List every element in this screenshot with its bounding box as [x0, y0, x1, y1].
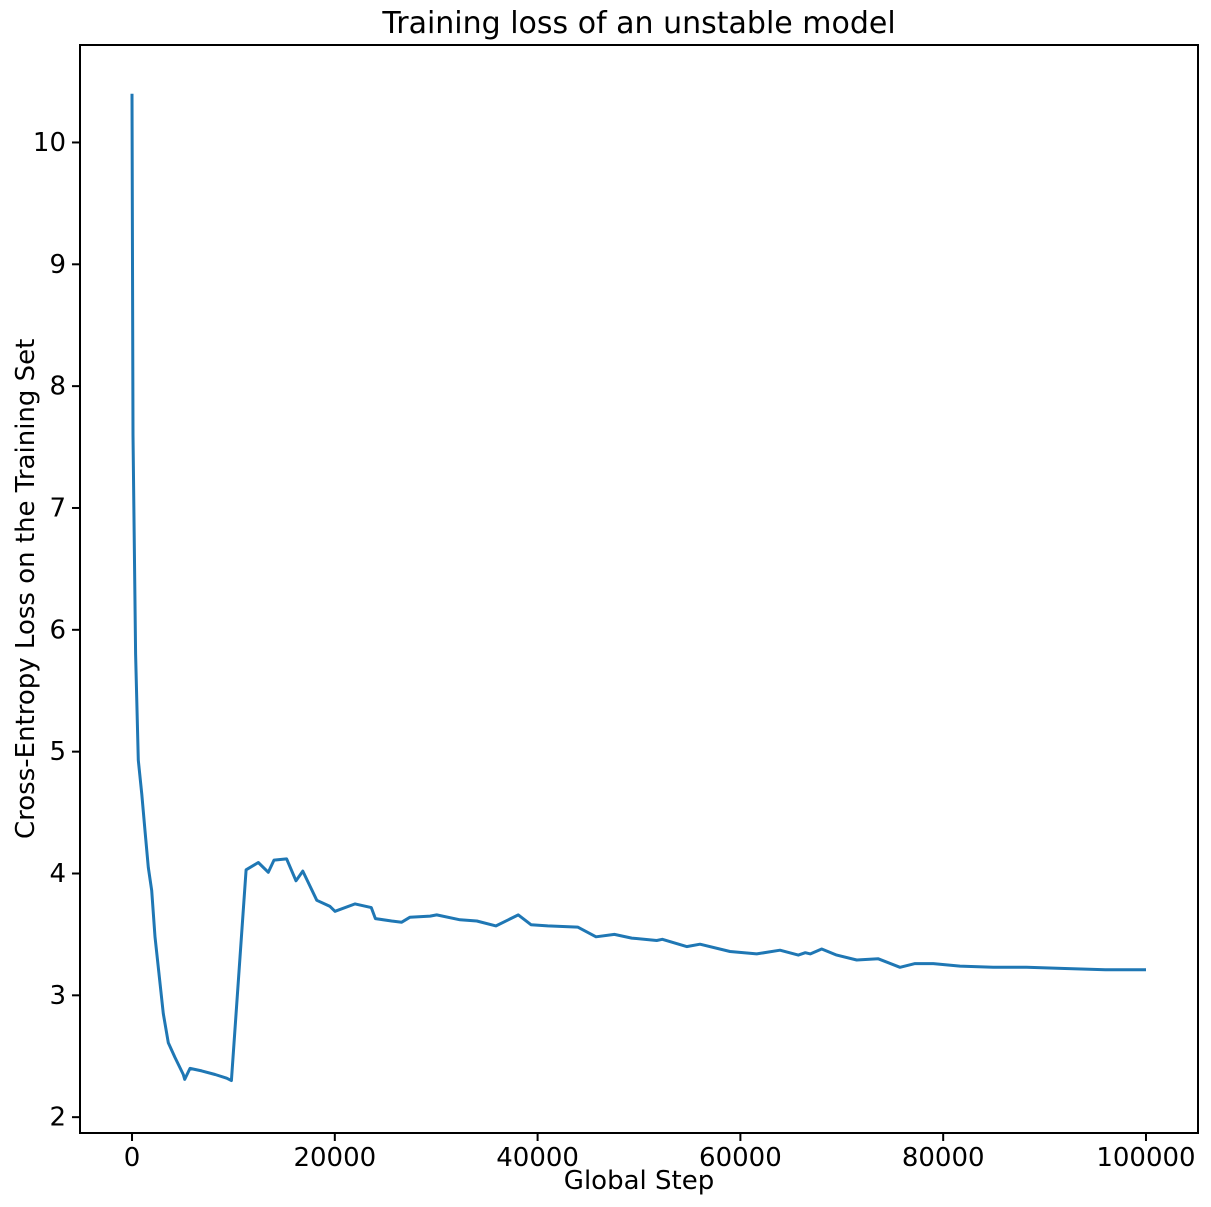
y-tick-label: 4 — [49, 859, 66, 889]
x-axis-label: Global Step — [563, 1166, 715, 1196]
x-tick-label: 100000 — [1096, 1143, 1195, 1173]
y-tick-label: 10 — [33, 128, 66, 158]
y-tick-label: 5 — [49, 737, 66, 767]
y-tick-label: 7 — [49, 494, 66, 524]
y-tick-label: 3 — [49, 981, 66, 1011]
y-tick-label: 2 — [49, 1103, 66, 1133]
chart-title: Training loss of an unstable model — [382, 6, 896, 41]
x-tick-label: 0 — [124, 1143, 141, 1173]
training-loss-line — [130, 93, 1146, 1083]
y-tick-label: 6 — [49, 615, 66, 645]
x-tick-label: 40000 — [496, 1143, 579, 1173]
x-tick-label: 20000 — [293, 1143, 376, 1173]
y-tick-label: 9 — [49, 250, 66, 280]
y-tick-label: 8 — [49, 372, 66, 402]
axes-spines — [79, 44, 1199, 1134]
x-tick-label: 60000 — [699, 1143, 782, 1173]
x-tick-label: 80000 — [902, 1143, 985, 1173]
y-axis-label: Cross-Entropy Loss on the Training Set — [11, 338, 41, 840]
